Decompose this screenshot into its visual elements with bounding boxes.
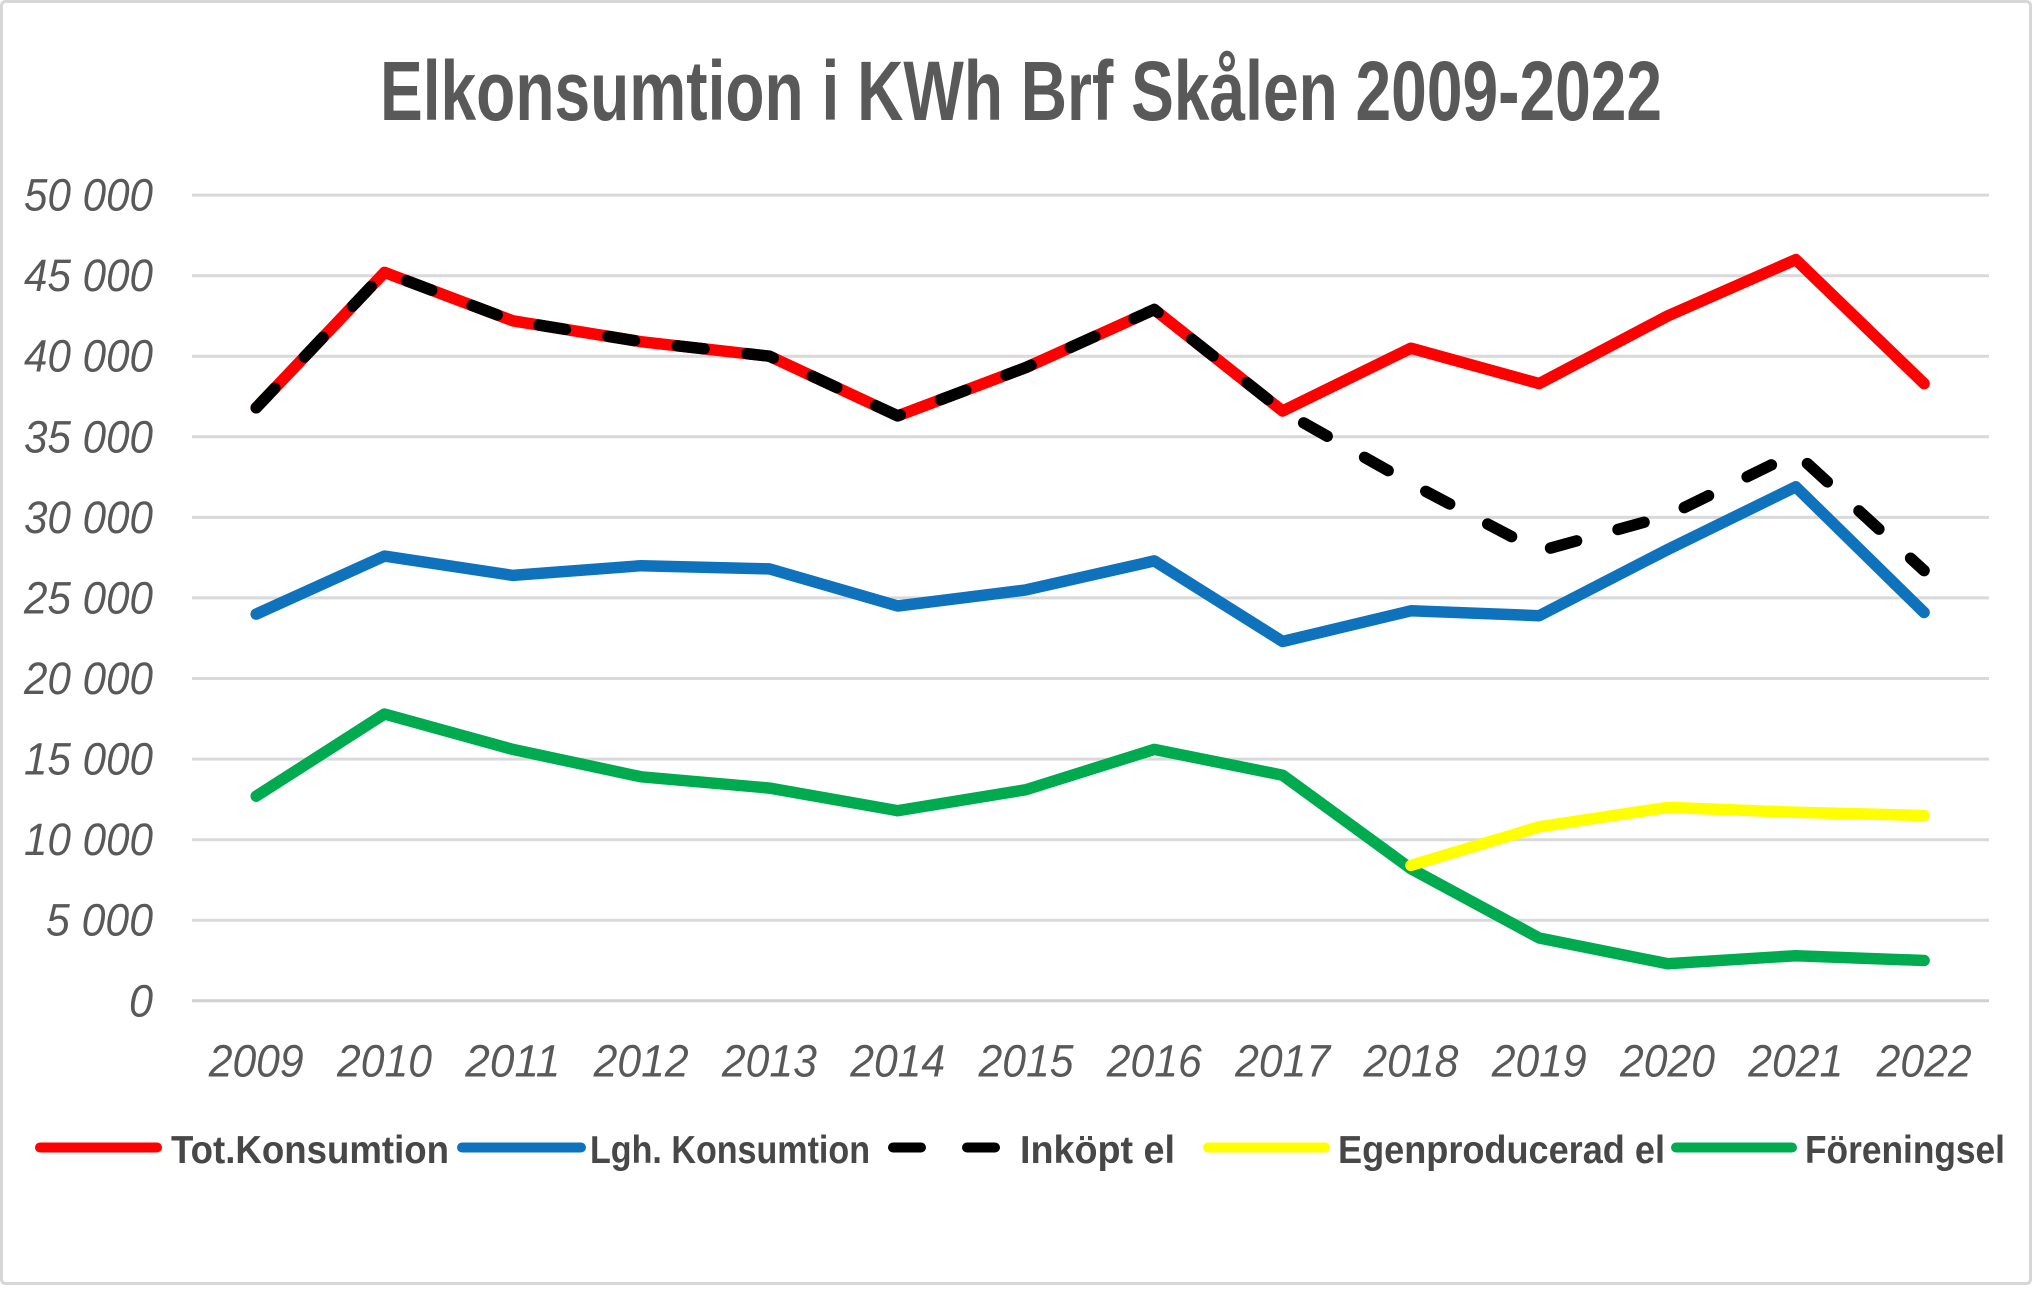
svg-text:Inköpt el: Inköpt el	[1020, 1129, 1175, 1172]
svg-text:2012: 2012	[593, 1036, 689, 1087]
svg-text:0: 0	[129, 975, 153, 1026]
svg-text:40 000: 40 000	[24, 331, 153, 382]
svg-text:2010: 2010	[336, 1036, 432, 1087]
svg-text:Lgh. Konsumtion: Lgh. Konsumtion	[590, 1129, 870, 1172]
svg-text:50 000: 50 000	[24, 170, 153, 221]
svg-text:2009: 2009	[208, 1036, 304, 1087]
svg-text:2022: 2022	[1876, 1036, 1972, 1087]
svg-text:35 000: 35 000	[24, 411, 153, 462]
svg-text:Egenproducerad el: Egenproducerad el	[1338, 1129, 1665, 1172]
svg-text:2021: 2021	[1747, 1036, 1843, 1087]
svg-text:Tot.Konsumtion: Tot.Konsumtion	[171, 1129, 449, 1172]
svg-text:2015: 2015	[978, 1036, 1075, 1087]
svg-text:Föreningsel: Föreningsel	[1805, 1129, 2005, 1172]
svg-text:2019: 2019	[1491, 1036, 1587, 1087]
svg-text:Elkonsumtion i KWh Brf Skålen: Elkonsumtion i KWh Brf Skålen 2009-2022	[380, 44, 1662, 138]
svg-text:45 000: 45 000	[24, 250, 153, 301]
svg-text:10 000: 10 000	[24, 814, 153, 865]
svg-text:30 000: 30 000	[24, 492, 153, 543]
svg-text:2018: 2018	[1362, 1036, 1458, 1087]
svg-text:15 000: 15 000	[24, 734, 153, 785]
svg-text:2020: 2020	[1619, 1036, 1715, 1087]
svg-text:5 000: 5 000	[46, 895, 153, 946]
svg-text:2011: 2011	[464, 1036, 560, 1087]
svg-text:20 000: 20 000	[23, 653, 153, 704]
svg-text:2013: 2013	[721, 1036, 817, 1087]
svg-text:2017: 2017	[1234, 1036, 1332, 1087]
svg-text:2016: 2016	[1106, 1036, 1203, 1087]
svg-text:25 000: 25 000	[23, 572, 153, 623]
svg-text:2014: 2014	[849, 1036, 945, 1087]
